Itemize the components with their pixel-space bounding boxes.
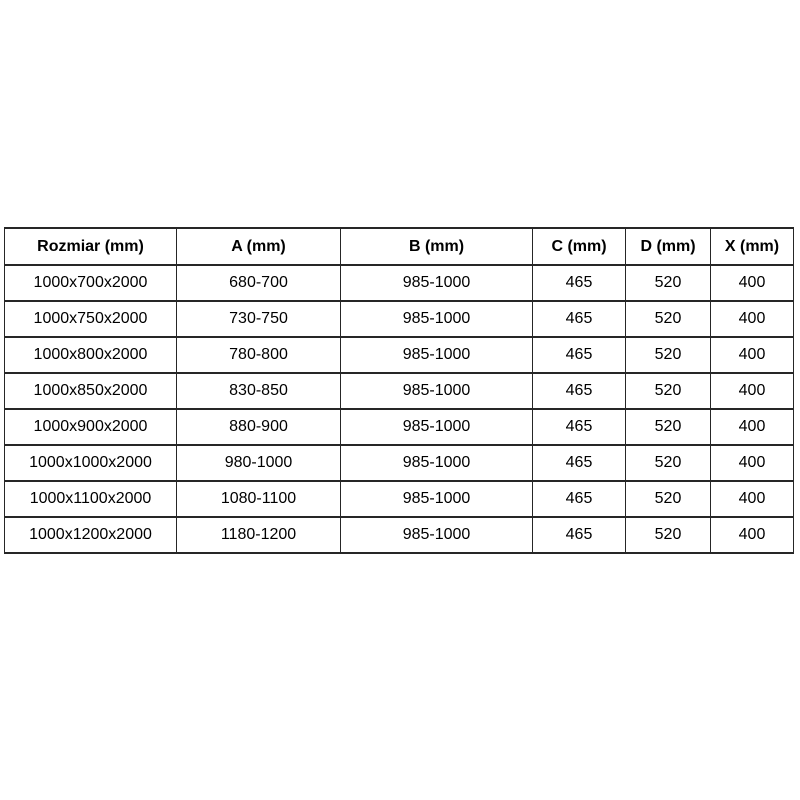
cell-a: 1080-1100 bbox=[176, 480, 341, 518]
cell-x: 400 bbox=[710, 408, 794, 446]
cell-c: 465 bbox=[532, 480, 626, 518]
cell-c: 465 bbox=[532, 408, 626, 446]
cell-d: 520 bbox=[625, 336, 711, 374]
cell-x: 400 bbox=[710, 516, 794, 554]
cell-x: 400 bbox=[710, 264, 794, 302]
column-header-a: A (mm) bbox=[176, 227, 341, 266]
cell-d: 520 bbox=[625, 480, 711, 518]
cell-a: 830-850 bbox=[176, 372, 341, 410]
cell-c: 465 bbox=[532, 336, 626, 374]
cell-c: 465 bbox=[532, 372, 626, 410]
dimensions-table-container: Rozmiar (mm) A (mm) B (mm) C (mm) D (mm)… bbox=[4, 227, 794, 554]
cell-d: 520 bbox=[625, 300, 711, 338]
cell-c: 465 bbox=[532, 300, 626, 338]
column-header-c: C (mm) bbox=[532, 227, 626, 266]
cell-rozmiar: 1000x750x2000 bbox=[4, 300, 177, 338]
cell-a: 880-900 bbox=[176, 408, 341, 446]
table-row: 1000x1000x2000 980-1000 985-1000 465 520… bbox=[4, 444, 794, 482]
cell-x: 400 bbox=[710, 372, 794, 410]
cell-x: 400 bbox=[710, 336, 794, 374]
cell-rozmiar: 1000x1200x2000 bbox=[4, 516, 177, 554]
table-row: 1000x900x2000 880-900 985-1000 465 520 4… bbox=[4, 408, 794, 446]
cell-rozmiar: 1000x800x2000 bbox=[4, 336, 177, 374]
cell-d: 520 bbox=[625, 408, 711, 446]
cell-b: 985-1000 bbox=[340, 372, 533, 410]
column-header-d: D (mm) bbox=[625, 227, 711, 266]
cell-c: 465 bbox=[532, 264, 626, 302]
cell-d: 520 bbox=[625, 264, 711, 302]
table-row: 1000x800x2000 780-800 985-1000 465 520 4… bbox=[4, 336, 794, 374]
cell-rozmiar: 1000x700x2000 bbox=[4, 264, 177, 302]
cell-c: 465 bbox=[532, 444, 626, 482]
cell-x: 400 bbox=[710, 444, 794, 482]
cell-a: 780-800 bbox=[176, 336, 341, 374]
cell-b: 985-1000 bbox=[340, 516, 533, 554]
cell-d: 520 bbox=[625, 372, 711, 410]
cell-a: 680-700 bbox=[176, 264, 341, 302]
cell-b: 985-1000 bbox=[340, 336, 533, 374]
cell-b: 985-1000 bbox=[340, 300, 533, 338]
cell-x: 400 bbox=[710, 480, 794, 518]
cell-d: 520 bbox=[625, 516, 711, 554]
column-header-b: B (mm) bbox=[340, 227, 533, 266]
cell-a: 730-750 bbox=[176, 300, 341, 338]
table-row: 1000x1200x2000 1180-1200 985-1000 465 52… bbox=[4, 516, 794, 554]
cell-b: 985-1000 bbox=[340, 480, 533, 518]
cell-rozmiar: 1000x1100x2000 bbox=[4, 480, 177, 518]
dimensions-table: Rozmiar (mm) A (mm) B (mm) C (mm) D (mm)… bbox=[4, 227, 794, 554]
cell-b: 985-1000 bbox=[340, 444, 533, 482]
cell-rozmiar: 1000x900x2000 bbox=[4, 408, 177, 446]
cell-a: 1180-1200 bbox=[176, 516, 341, 554]
table-row: 1000x1100x2000 1080-1100 985-1000 465 52… bbox=[4, 480, 794, 518]
column-header-rozmiar: Rozmiar (mm) bbox=[4, 227, 177, 266]
column-header-x: X (mm) bbox=[710, 227, 794, 266]
cell-rozmiar: 1000x850x2000 bbox=[4, 372, 177, 410]
cell-b: 985-1000 bbox=[340, 408, 533, 446]
cell-a: 980-1000 bbox=[176, 444, 341, 482]
table-header-row: Rozmiar (mm) A (mm) B (mm) C (mm) D (mm)… bbox=[4, 227, 794, 266]
table-row: 1000x750x2000 730-750 985-1000 465 520 4… bbox=[4, 300, 794, 338]
cell-rozmiar: 1000x1000x2000 bbox=[4, 444, 177, 482]
cell-c: 465 bbox=[532, 516, 626, 554]
cell-b: 985-1000 bbox=[340, 264, 533, 302]
cell-d: 520 bbox=[625, 444, 711, 482]
cell-x: 400 bbox=[710, 300, 794, 338]
table-row: 1000x850x2000 830-850 985-1000 465 520 4… bbox=[4, 372, 794, 410]
table-row: 1000x700x2000 680-700 985-1000 465 520 4… bbox=[4, 264, 794, 302]
